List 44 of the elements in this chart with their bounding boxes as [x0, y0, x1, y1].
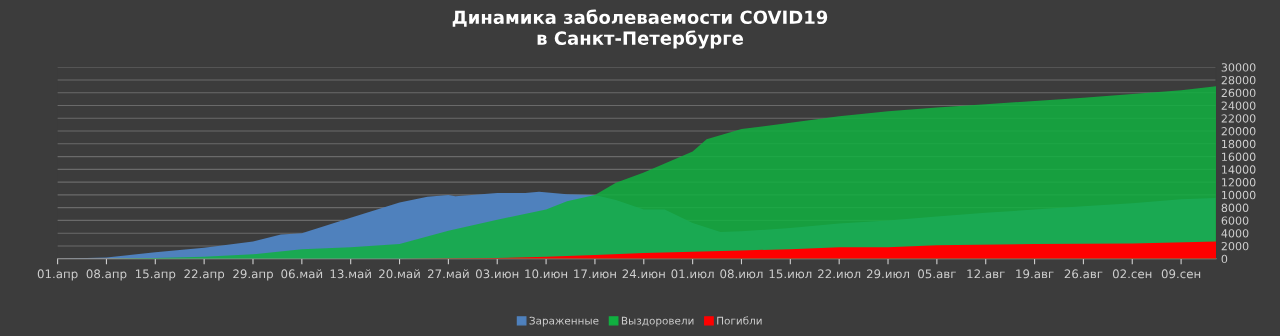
x-tick-label: 24.июн	[622, 269, 665, 279]
y-tick-label: 0	[1221, 254, 1228, 264]
x-tick-label: 17.июн	[574, 269, 616, 279]
x-tick-label: 01.апр	[37, 269, 78, 281]
legend-label: Зараженные	[529, 316, 599, 327]
y-tick-label: 20000	[1221, 127, 1256, 136]
chart-title: Динамика заболеваемости COVID19 в Санкт-Петербурге	[452, 9, 828, 49]
y-tick-label: 26000	[1221, 88, 1256, 98]
legend-label: Выздоровели	[621, 316, 694, 327]
x-tick-label: 20.май	[379, 269, 420, 279]
x-tick-label: 26.авг	[1064, 269, 1103, 279]
x-tick-label: 15.июл	[769, 269, 812, 279]
y-tick-label: 22000	[1221, 114, 1256, 123]
x-tick-label: 19.авг	[1016, 269, 1054, 279]
x-tick-label: 08.апр	[86, 269, 127, 281]
x-tick-label: 06.май	[281, 269, 323, 279]
x-tick-label: 09.сен	[1161, 269, 1201, 279]
x-tick-label: 10.июн	[525, 269, 568, 279]
y-tick-label: 8000	[1221, 203, 1249, 213]
y-tick-label: 6000	[1221, 216, 1249, 225]
y-tick-label: 10000	[1222, 190, 1256, 200]
legend-label: Погибли	[717, 316, 762, 325]
x-tick-label: 08.июл	[720, 269, 763, 279]
x-tick-label: 15.апр	[135, 269, 176, 281]
y-tick-label: 28000	[1221, 75, 1256, 85]
x-tick-label: 01.июл	[671, 269, 714, 279]
x-tick-label: 29.апр	[233, 269, 273, 281]
x-tick-label: 22.апр	[184, 269, 225, 281]
y-tick-label: 18000	[1222, 139, 1256, 149]
x-tick-label: 02.сен	[1112, 269, 1152, 279]
y-tick-label: 24000	[1221, 101, 1256, 110]
y-tick-label: 30000	[1221, 63, 1256, 72]
x-tick-label: 29.июл	[866, 269, 909, 279]
y-tick-label: 16000	[1222, 152, 1256, 161]
x-tick-label: 27.май	[427, 269, 469, 279]
x-tick-label: 05.авг	[918, 269, 956, 279]
y-tick-label: 14000	[1222, 165, 1256, 174]
x-tick-label: 03.июн	[475, 269, 519, 279]
y-tick-label: 4000	[1221, 229, 1249, 238]
x-tick-label: 12.авг	[967, 269, 1005, 279]
y-tick-label: 12000	[1222, 178, 1256, 187]
x-tick-label: 22.июл	[818, 269, 861, 279]
x-tick-label: 13.май	[330, 269, 371, 279]
y-tick-label: 2000	[1221, 241, 1249, 251]
